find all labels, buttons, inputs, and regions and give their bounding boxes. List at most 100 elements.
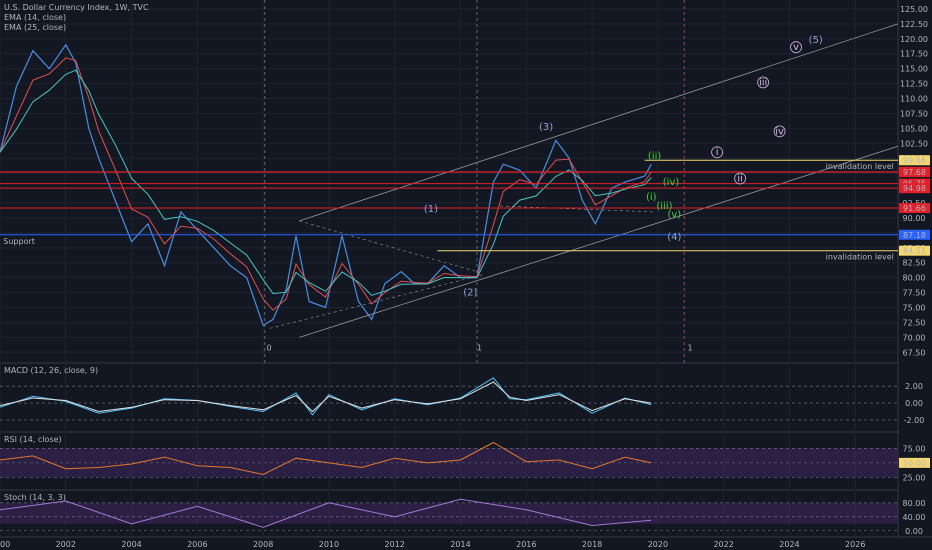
price-axis-tick: 115.00	[900, 65, 928, 74]
level-price-tag	[899, 183, 930, 194]
time-axis-tick: 2000	[0, 540, 10, 549]
wave-label: (4)	[667, 232, 681, 243]
support-label: Support	[3, 237, 35, 246]
wave-label: v	[793, 42, 799, 53]
rsi-axis-tick: 25.00	[903, 473, 926, 482]
chart-legend: U.S. Dollar Currency Index, 1W, TVC EMA …	[4, 3, 149, 33]
level-price-tag	[899, 229, 930, 240]
time-axis-tick: 2016	[516, 540, 536, 549]
time-axis-tick: 2004	[121, 540, 141, 549]
price-axis-tick: 80.00	[903, 274, 926, 283]
macd-line-signal	[0, 381, 652, 413]
level-price-label: 91.66	[903, 204, 926, 213]
price-axis-tick: 70.00	[903, 333, 926, 342]
level-price-label: 84.51	[903, 247, 926, 256]
time-axis-tick: 2018	[582, 540, 602, 549]
stoch-line-k	[0, 498, 652, 528]
axes-layer: 2000 2002 2004 2006 2008 2010 2012 2014 2016 2018…	[0, 5, 930, 549]
wave-label: (iii)	[656, 201, 672, 212]
price-axis-tick: 72.50	[903, 318, 926, 327]
fib-marker-2: 1	[687, 343, 692, 352]
time-axis-tick: 2006	[187, 540, 207, 549]
macd-axis-tick: 2.00	[905, 382, 923, 391]
price-axis-tick: 125.00	[900, 5, 928, 14]
price-axis-tick: 120.00	[900, 35, 928, 44]
macd-axis-tick: -2.00	[904, 416, 925, 425]
wave-label: (i)	[646, 192, 657, 203]
rsi-axis-tick: 75.00	[903, 444, 926, 453]
price-axis-tick: 107.50	[900, 109, 928, 118]
level-price-label: 99.66	[903, 156, 926, 165]
price-axis-tick: 105.00	[900, 124, 928, 133]
main-pane[interactable]	[0, 0, 898, 363]
wave-label: (1)	[424, 204, 438, 215]
rsi-band	[0, 448, 898, 478]
time-axis-tick: 2026	[845, 540, 865, 549]
level-price-label: 94.98	[903, 184, 926, 193]
wedge-upper-line	[299, 220, 478, 272]
time-axis-tick: 2008	[253, 540, 273, 549]
indicator-layer	[0, 377, 898, 532]
wave-label: i	[716, 147, 719, 158]
wave-circle	[790, 41, 802, 54]
symbol-title[interactable]: U.S. Dollar Currency Index, 1W, TVC	[4, 3, 149, 12]
rsi-legend[interactable]: RSI (14, close)	[4, 435, 62, 444]
level-price-label: 87.18	[903, 231, 926, 240]
wave-label: (2)	[463, 288, 477, 299]
time-axis-tick: 2002	[56, 540, 76, 549]
price-axis-tick: 122.50	[900, 20, 928, 29]
stoch-axis-tick: 0.00	[905, 527, 923, 536]
wave-circle	[734, 172, 747, 185]
triangle-lower-line	[499, 205, 655, 213]
wave-label: (v)	[667, 209, 681, 220]
fib-marker-0: 0	[266, 343, 271, 352]
time-axis-tick: 2012	[385, 540, 405, 549]
main-series-layer: Support invalidation level invalidation le…	[0, 0, 899, 363]
wave-label: ii	[737, 174, 743, 185]
wave-label: iii	[759, 77, 767, 88]
wave-circle	[773, 125, 786, 138]
macd-axis-tick: 0.00	[905, 399, 923, 408]
stoch-axis-tick: 40.00	[903, 513, 926, 522]
wave-label: (3)	[539, 122, 553, 133]
wave-circle	[757, 76, 770, 89]
level-price-label: 97.68	[903, 168, 926, 177]
stoch-legend[interactable]: Stoch (14, 3, 3)	[4, 493, 66, 502]
level-price-tag	[899, 245, 930, 256]
rsi-line-rsi	[0, 441, 652, 476]
price-axis-tick: 90.00	[903, 214, 926, 223]
time-axis-tick: 2010	[319, 540, 339, 549]
macd-legend[interactable]: MACD (12, 26, close, 9)	[4, 366, 99, 375]
invalidation-label-upper: invalidation level	[826, 162, 894, 171]
price-axis-tick: 110.00	[900, 95, 928, 104]
price-axis-tick: 82.50	[903, 259, 926, 268]
ema25-legend[interactable]: EMA (25, close)	[4, 23, 67, 32]
level-price-tag	[899, 203, 930, 214]
stoch-axis-tick: 80.00	[903, 499, 926, 508]
time-axis-tick: 2022	[713, 540, 733, 549]
price-axis-tick: 112.50	[900, 80, 928, 89]
fib-marker-1: 1	[477, 343, 482, 352]
level-price-tag	[899, 155, 930, 166]
channel-lower-line	[299, 145, 899, 338]
level-price-tag	[899, 167, 930, 178]
wave-label: (5)	[809, 35, 823, 46]
stoch-band	[0, 502, 898, 524]
grid-layer	[0, 0, 898, 537]
price-axis-tick: 67.50	[903, 348, 926, 357]
price-axis-tick: 102.50	[900, 139, 928, 148]
ema14-legend[interactable]: EMA (14, close)	[4, 13, 67, 22]
wave-label: (iv)	[663, 177, 680, 188]
price-axis-tick: 75.00	[903, 303, 926, 312]
wave-label: iv	[775, 126, 784, 137]
price-axis-tick: 117.50	[900, 50, 928, 59]
time-axis-tick: 2020	[648, 540, 668, 549]
wave-circle	[711, 146, 723, 159]
price-axis-tick: 77.50	[903, 289, 926, 298]
time-axis-tick: 2024	[779, 540, 799, 549]
ema14-line	[0, 57, 652, 311]
rsi-value-tag	[899, 457, 930, 468]
time-axis-tick: 2014	[450, 540, 470, 549]
channel-inner-line	[269, 274, 484, 329]
